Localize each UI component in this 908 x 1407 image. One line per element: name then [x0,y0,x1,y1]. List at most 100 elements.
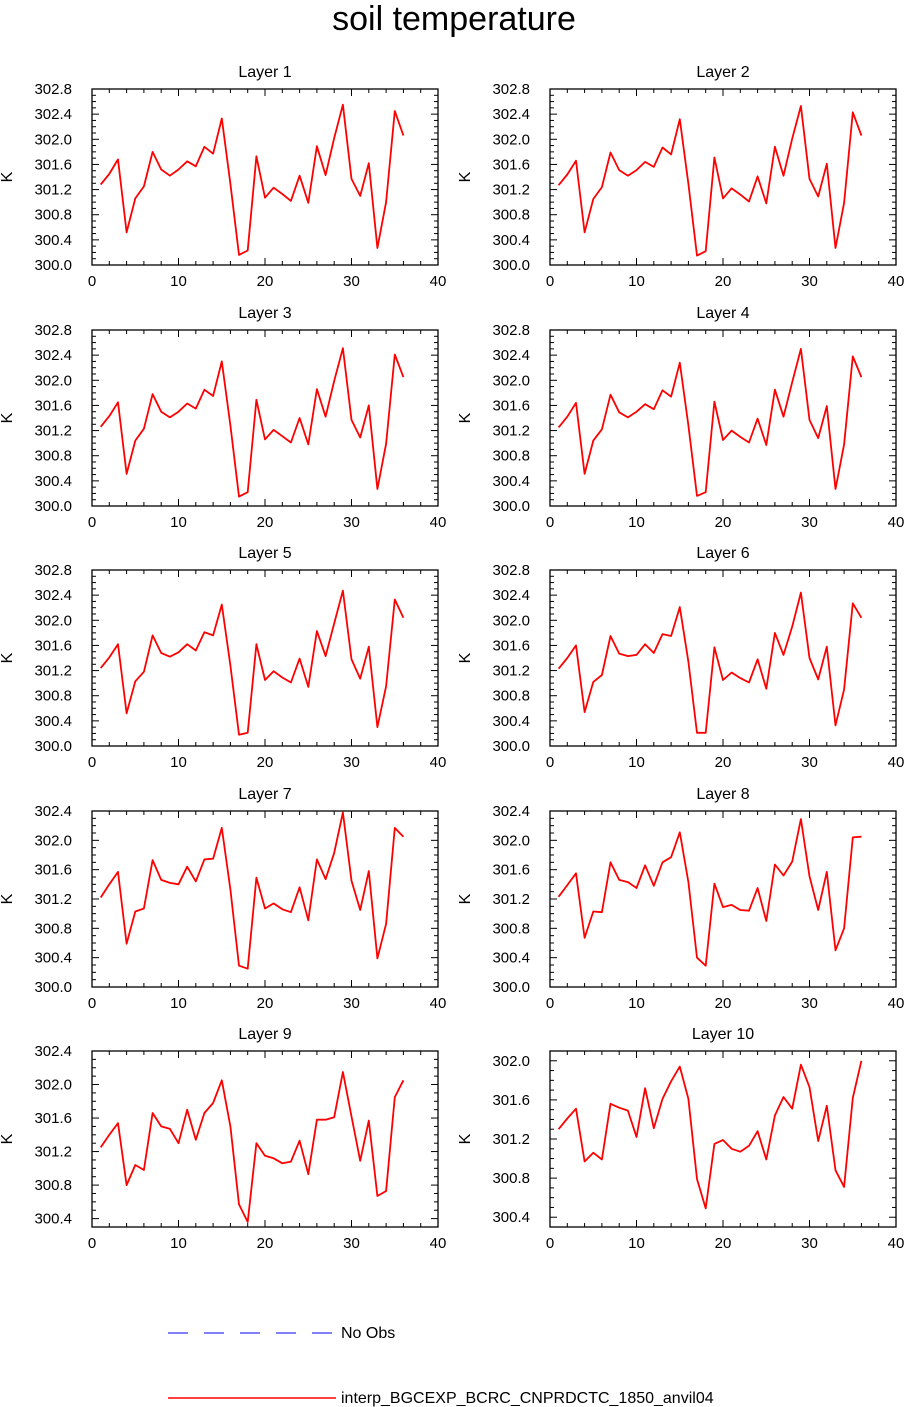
x-tick-label: 10 [628,1235,645,1252]
x-tick-label: 10 [628,995,645,1012]
plot-frame [91,329,439,507]
panel-layer-7: Layer 7 K 0 10 20 30 40 300.0 300.4 300.8 301.2 301… [0,786,446,1012]
x-tick-label: 0 [546,273,554,290]
plot-frame [91,569,439,747]
panels: Layer 1K0 10 20 30 40300.0300.4300.8301.2301… [0,64,904,1252]
plot-frame [549,1050,897,1228]
y-tick-label: 301.6 [492,862,530,879]
panel-layer-9: Layer 9 K 0 10 20 30 40 300.4 300.8 301.2 301.6 302… [0,1026,446,1252]
y-tick-label: 302.8 [492,81,530,98]
plot-frame [549,88,897,266]
y-tick-label: 301.6 [34,862,72,879]
y-tick-label: 300.4 [492,232,530,249]
y-axis-label: K [0,893,16,904]
y-tick-label: 301.2 [34,663,72,680]
y-tick-label: 300.0 [34,257,72,274]
y-axis-label: K [0,171,16,182]
x-tick-label: 30 [343,514,360,531]
plot-frame [91,88,439,266]
y-tick-label: 300.0 [492,257,530,274]
x-tick-label: 10 [170,514,187,531]
x-tick-label: 20 [715,1235,732,1252]
x-tick-label: 40 [430,754,447,771]
x-tick-label: 10 [170,754,187,771]
y-tick-label: 300.8 [492,688,530,705]
y-tick-label: 301.6 [34,397,72,414]
y-tick-label: 300.0 [492,979,530,996]
plot-frame [91,1050,439,1228]
y-tick-label: 300.4 [492,950,530,967]
y-tick-label: 302.0 [492,131,530,148]
y-tick-label: 300.4 [34,713,72,730]
y-tick-label: 300.0 [34,979,72,996]
x-tick-label: 20 [257,273,274,290]
y-tick-label: 301.2 [34,182,72,199]
y-tick-label: 302.4 [492,587,530,604]
x-tick-label: 0 [88,1235,96,1252]
x-tick-label: 40 [430,273,447,290]
y-tick-label: 300.4 [492,713,530,730]
x-tick-label: 30 [343,995,360,1012]
y-tick-label: 301.6 [34,637,72,654]
y-tick-label: 301.2 [492,891,530,908]
x-tick-label: 0 [88,754,96,771]
panel-layer-2: Layer 2 K 0 10 20 30 40 300.0 300.4 300.8 301.2 301… [457,64,904,290]
y-axis-label: K [457,171,474,182]
x-tick-label: 20 [715,995,732,1012]
x-tick-label: 30 [343,754,360,771]
y-axis-label: K [457,412,474,423]
y-tick-label: 300.4 [492,473,530,490]
legend: No Obs interp_BGCEXP_BCRC_CNPRDCTC_1850_… [168,1325,714,1407]
y-tick-label: 300.8 [34,207,72,224]
y-tick-label: 302.0 [492,832,530,849]
panel-layer-8: Layer 8 K 0 10 20 30 40 300.0 300.4 300.8 301.2 301… [457,786,904,1012]
y-tick-label: 302.0 [34,1077,72,1094]
plot-frame [549,810,897,988]
x-tick-label: 20 [715,514,732,531]
y-tick-label: 300.8 [492,1170,530,1187]
y-tick-label: 301.6 [492,637,530,654]
y-tick-label: 300.8 [34,448,72,465]
x-tick-label: 30 [801,995,818,1012]
series-line-layer-2 [557,105,863,257]
y-tick-label: 300.8 [492,207,530,224]
x-tick-label: 20 [257,995,274,1012]
x-tick-label: 30 [801,1235,818,1252]
x-tick-label: 30 [801,273,818,290]
plot-frame [549,569,897,747]
y-tick-label: 302.0 [34,372,72,389]
x-tick-label: 40 [888,273,905,290]
y-tick-label: 300.0 [492,738,530,755]
x-tick-label: 30 [801,754,818,771]
x-tick-label: 0 [546,754,554,771]
panel-title: Layer 10 [692,1026,754,1043]
y-tick-label: 300.4 [34,1211,72,1228]
y-tick-label: 301.2 [492,1131,530,1148]
x-tick-label: 40 [888,995,905,1012]
x-tick-label: 30 [801,514,818,531]
y-tick-label: 302.0 [34,131,72,148]
x-tick-label: 10 [628,754,645,771]
figure-title: soil temperature [332,0,576,38]
x-tick-label: 0 [546,995,554,1012]
y-tick-label: 301.2 [492,423,530,440]
panel-title: Layer 7 [238,786,291,803]
panel-title: Layer 5 [238,545,291,562]
panel-title: Layer 2 [696,64,749,81]
y-tick-label: 301.2 [34,891,72,908]
x-tick-label: 40 [888,514,905,531]
y-axis-label: K [457,652,474,663]
y-tick-label: 300.8 [492,920,530,937]
panel-layer-6: Layer 6 K 0 10 20 30 40 300.0 300.4 300.8 301.2 301… [457,545,904,771]
series-line-layer-8 [557,818,862,967]
panel-layer-5: Layer 5 K 0 10 20 30 40 300.0 300.4 300.8 301.2 301… [0,545,446,771]
y-tick-label: 300.8 [492,448,530,465]
panel-layer-1: Layer 1 K 0 10 20 30 40 300.0 300.4 300.8 301.2 301… [0,64,446,290]
y-tick-label: 302.4 [34,587,72,604]
y-tick-label: 301.6 [492,156,530,173]
y-tick-label: 301.2 [492,663,530,680]
y-tick-label: 300.0 [34,498,72,515]
y-tick-label: 302.8 [34,81,72,98]
y-tick-label: 302.8 [34,562,72,579]
x-tick-label: 0 [88,995,96,1012]
